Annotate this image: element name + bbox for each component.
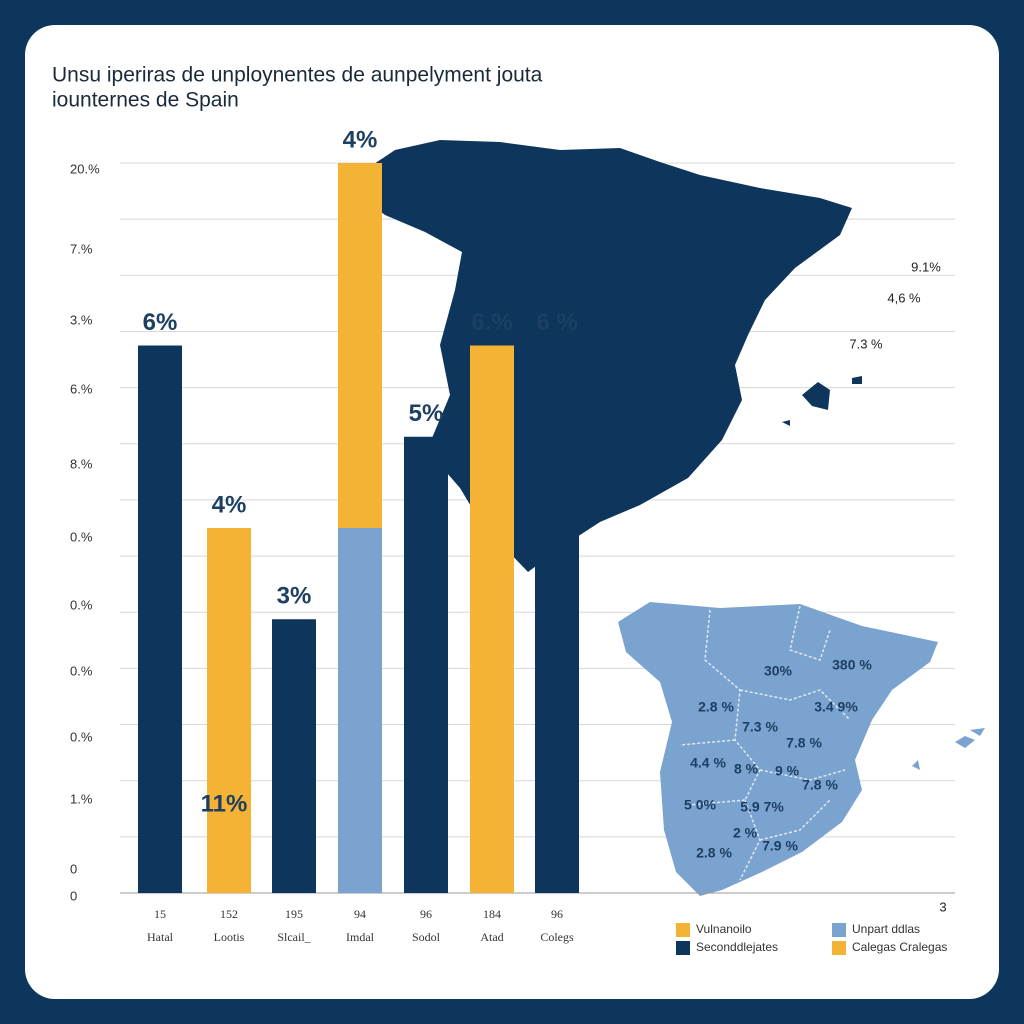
x-tick-label: Slcail_ <box>277 930 311 944</box>
y-axis-label: 0.% <box>70 597 93 612</box>
region-label: 3.4 9% <box>814 699 858 715</box>
category-code: 96 <box>551 907 563 921</box>
map-label: 7.3 % <box>849 336 883 351</box>
chart-subtitle: iounternes de Spain <box>52 89 239 112</box>
bar <box>207 528 251 893</box>
value-label: 5% <box>409 400 444 427</box>
value-label: 6.% <box>471 309 512 336</box>
region-label: 3 <box>939 899 946 914</box>
y-axis-label: 7.% <box>70 241 93 256</box>
bar <box>338 163 382 528</box>
value-label: 4% <box>212 491 247 518</box>
y-axis-label: 0 <box>70 888 77 903</box>
y-axis-label: 0.% <box>70 729 93 744</box>
value-label: 6 % <box>536 309 577 336</box>
x-tick-label: Atad <box>480 930 503 944</box>
y-axis-label: 6.% <box>70 381 93 396</box>
x-tick-label: Colegs <box>540 930 574 944</box>
bar <box>470 345 514 893</box>
x-tick-label: Sodol <box>412 930 441 944</box>
y-axis-label: 3.% <box>70 312 93 327</box>
legend-swatch <box>832 941 846 955</box>
map-label: 4,6 % <box>887 290 921 305</box>
bar <box>404 436 448 893</box>
chart-title: Unsu iperiras de unploynentes de aunpely… <box>52 64 543 87</box>
y-axis-label: 1.% <box>70 791 93 806</box>
region-label: 8 % <box>734 761 759 777</box>
region-label: 5.9 7% <box>740 799 784 815</box>
region-label: 2.8 % <box>696 845 732 861</box>
category-code: 195 <box>285 907 303 921</box>
legend-swatch <box>676 923 690 937</box>
y-axis-label: 0.% <box>70 529 93 544</box>
region-label: 9 % <box>775 763 800 779</box>
legend-swatch <box>832 923 846 937</box>
y-axis-label: 0.% <box>70 663 93 678</box>
category-code: 152 <box>220 907 238 921</box>
bar <box>272 619 316 893</box>
region-map <box>618 602 985 896</box>
value-label: 3% <box>277 583 312 610</box>
region-label: 7.8 % <box>786 735 822 751</box>
region-label: 4.4 % <box>690 755 726 771</box>
bar <box>138 345 182 893</box>
value-label: 4% <box>343 126 378 153</box>
region-label: 30% <box>764 663 793 679</box>
region-label: 7.9 % <box>762 838 798 854</box>
value-label: 6% <box>143 309 178 336</box>
x-tick-label: Lootis <box>214 930 245 944</box>
bar <box>535 345 579 893</box>
y-axis-label: 20.% <box>70 161 100 176</box>
y-axis-label: 0 <box>70 861 77 876</box>
category-code: 96 <box>420 907 432 921</box>
region-label: 7.8 % <box>802 777 838 793</box>
legend-label: Unpart ddlas <box>852 922 920 936</box>
legend-swatch <box>676 941 690 955</box>
y-axis-label: 8.% <box>70 456 93 471</box>
region-label: 2.8 % <box>698 699 734 715</box>
region-label: 380 % <box>832 657 872 673</box>
category-code: 94 <box>354 907 366 921</box>
region-label: 5 0% <box>684 797 716 813</box>
x-tick-label: Hatal <box>147 930 174 944</box>
annotation: 11% <box>201 790 248 817</box>
map-label: 9.1% <box>911 259 941 274</box>
bar <box>338 528 382 893</box>
legend-label: Calegas Cralegas <box>852 940 947 954</box>
legend-label: Seconddlejates <box>696 940 778 954</box>
region-label: 2 % <box>733 825 758 841</box>
x-tick-label: Imdal <box>346 930 375 944</box>
category-code: 184 <box>483 907 501 921</box>
region-borders <box>679 605 851 881</box>
legend-label: Vulnanoilo <box>696 922 752 936</box>
region-label: 7.3 % <box>742 719 778 735</box>
category-code: 15 <box>154 907 166 921</box>
chart: 20.% 7.% 3.% 6.% 8.% 0.% 0.% 0.% 0.% 1.% 0 0 6% 15 Hat… <box>70 126 947 955</box>
